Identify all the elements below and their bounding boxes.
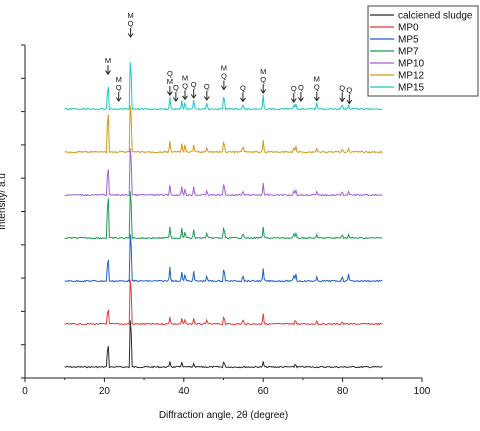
annotation-label: M bbox=[116, 75, 122, 84]
annotation-arrowhead bbox=[220, 85, 227, 91]
x-tick-label: 100 bbox=[414, 386, 431, 397]
x-axis-label: Diffraction angle, 2θ (degree) bbox=[159, 410, 288, 421]
annotation-label: Q bbox=[204, 82, 210, 91]
legend-label: calciened sludge bbox=[398, 11, 473, 22]
legend-label: MP12 bbox=[398, 71, 425, 82]
annotation-label: M bbox=[167, 77, 173, 86]
series-line bbox=[64, 148, 383, 197]
series-layer bbox=[64, 62, 383, 369]
annotation-label: Q bbox=[260, 75, 266, 84]
x-tick-label: 40 bbox=[178, 386, 190, 397]
annotation-arrowhead bbox=[182, 95, 188, 101]
annotation-label: Q bbox=[221, 72, 227, 81]
annotation-label: M bbox=[221, 64, 227, 73]
annotation-arrowhead bbox=[260, 89, 267, 94]
annotation-label: Q bbox=[298, 83, 304, 92]
annotation-arrowhead bbox=[166, 91, 173, 96]
annotation-label: M bbox=[314, 75, 320, 84]
annotation-arrowhead bbox=[339, 97, 346, 103]
annotation-arrowhead bbox=[298, 97, 304, 102]
annotation-label: M bbox=[260, 67, 266, 76]
series-line bbox=[64, 320, 383, 369]
annotation-arrowhead bbox=[190, 94, 197, 99]
annotation-label: M bbox=[127, 11, 133, 20]
annotation-label: Q bbox=[314, 83, 320, 92]
y-axis-label: Intensity/ a.u bbox=[0, 173, 8, 230]
annotation-label: Q bbox=[191, 80, 197, 89]
annotation-arrowhead bbox=[172, 97, 179, 102]
annotation-label: M bbox=[105, 56, 111, 65]
legend-label: MP0 bbox=[398, 23, 419, 34]
x-tick-label: 80 bbox=[337, 386, 349, 397]
annotation-arrowhead bbox=[203, 96, 210, 101]
annotation-label: Q bbox=[173, 83, 179, 92]
annotation-label: Q bbox=[128, 19, 134, 28]
annotation-arrowhead bbox=[346, 99, 353, 105]
annotation-arrowhead bbox=[313, 96, 320, 102]
annotation-label: Q bbox=[346, 86, 352, 95]
x-tick-label: 60 bbox=[258, 386, 270, 397]
annotation-label: M bbox=[182, 73, 188, 82]
annotation-label: Q bbox=[291, 84, 297, 93]
x-tick-label: 20 bbox=[99, 386, 111, 397]
annotation-label: Q bbox=[240, 83, 246, 92]
series-line bbox=[64, 62, 383, 111]
annotation-label: Q bbox=[182, 81, 188, 90]
legend-label: MP15 bbox=[398, 83, 425, 94]
annotation-arrowhead bbox=[290, 98, 297, 103]
annotation-arrowhead bbox=[105, 70, 111, 75]
annotation-arrowhead bbox=[115, 97, 122, 102]
x-ticks: 0 20 40 60 80 100 bbox=[22, 378, 431, 397]
y-ticks bbox=[21, 44, 25, 379]
legend-label: MP7 bbox=[398, 47, 419, 58]
x-tick-label: 0 bbox=[22, 386, 28, 397]
series-line bbox=[64, 105, 383, 154]
series-line bbox=[64, 191, 383, 240]
annotation-label: Q bbox=[167, 69, 173, 78]
legend-label: MP10 bbox=[398, 59, 425, 70]
annotation-arrowhead bbox=[127, 33, 134, 38]
annotation-label: Q bbox=[339, 83, 345, 92]
series-line bbox=[64, 279, 383, 326]
series-line bbox=[64, 234, 383, 283]
legend-label: MP5 bbox=[398, 35, 419, 46]
annotation-arrowhead bbox=[240, 97, 246, 103]
annotation-label: Q bbox=[116, 83, 122, 92]
